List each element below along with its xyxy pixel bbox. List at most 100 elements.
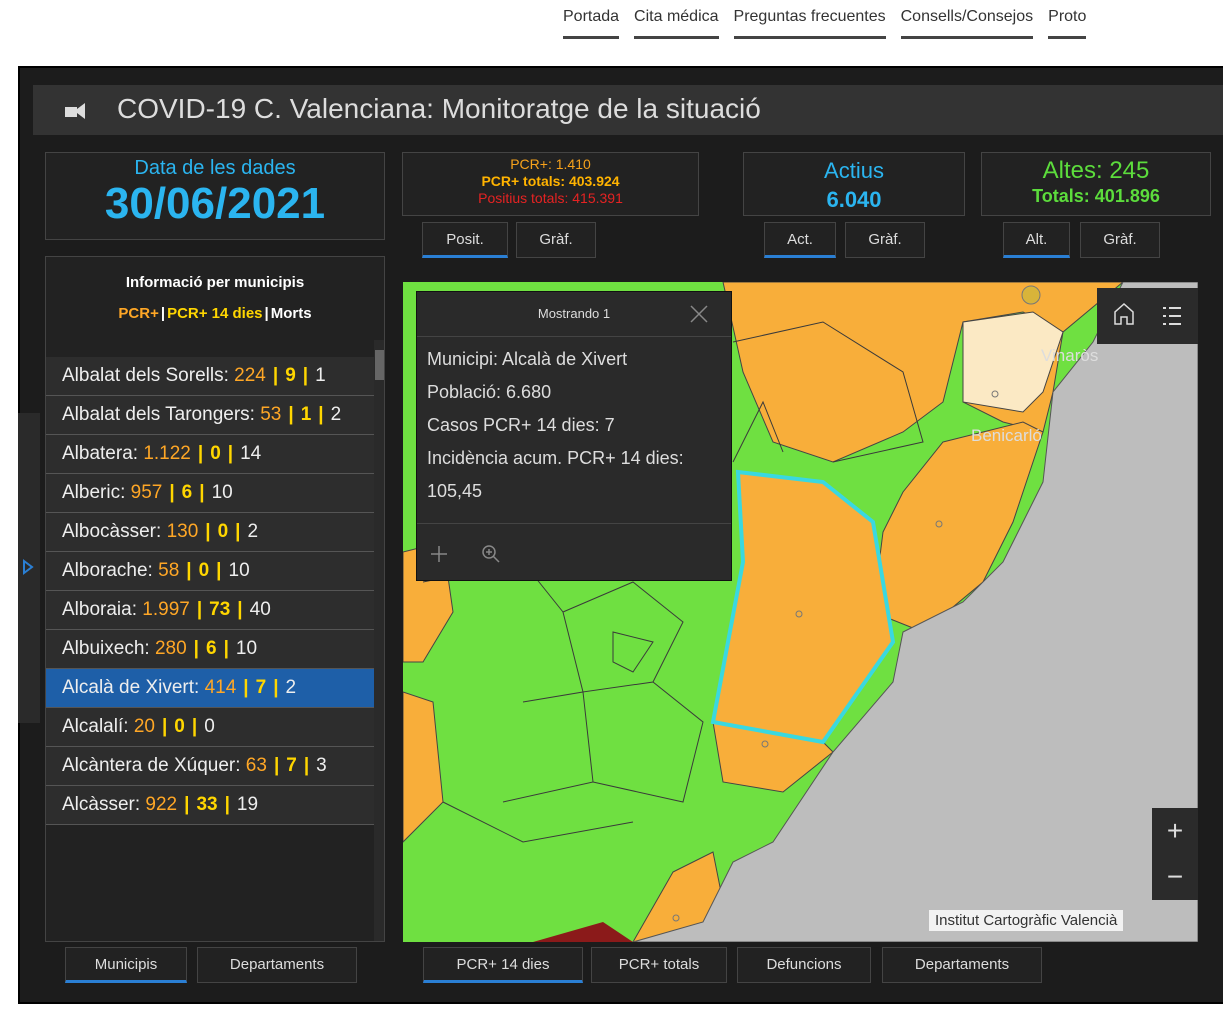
popup-line: Població: 6.680 (427, 382, 552, 402)
municipis-panel: Informació per municipis PCR+ | PCR+ 14 di… (45, 256, 385, 942)
separator: | (197, 443, 204, 464)
popup-line: Incidència acum. PCR+ 14 dies: 105,45 (427, 448, 684, 501)
separator: | (223, 638, 229, 659)
separator: | (264, 305, 269, 322)
legend-item: PCR+ (118, 305, 159, 322)
place-label: Benicarló (971, 426, 1042, 445)
pcr: PCR+: 1.410 (510, 156, 591, 172)
separator: | (227, 443, 234, 464)
nav-link[interactable]: Portada (563, 8, 620, 39)
side-toggle[interactable] (18, 413, 40, 723)
tab[interactable]: Municipis (65, 947, 187, 983)
municipi-item[interactable]: Albuixech: 280 | 6 | 10 (46, 630, 374, 669)
popup-body: Municipi: Alcalà de Xivert Població: 6.68… (417, 337, 731, 523)
separator: | (243, 677, 249, 698)
municipi-list: Albalat dels Sorells: 224 | 9 | 1 Albalat del… (46, 357, 374, 825)
municipi-item[interactable]: Alcalalí: 20 | 0 | 0 (46, 708, 374, 747)
pcr14-value: 0 (210, 443, 221, 464)
pcr-totals: PCR+ totals: 403.924 (481, 173, 620, 189)
morts-value: 3 (316, 755, 327, 776)
pcr14-value: 6 (205, 638, 217, 659)
tab[interactable]: PCR+ totals (591, 947, 727, 983)
date-value: 30/06/2021 (104, 179, 326, 228)
pcr-value: 414 (204, 677, 237, 698)
separator: | (216, 560, 222, 581)
separator: | (184, 794, 190, 815)
pcr14-value: 6 (181, 482, 193, 503)
municipi-item[interactable]: Albocàsser: 130 | 0 | 2 (46, 513, 374, 552)
place-label: Vinaròs (1041, 346, 1099, 365)
municipi-item[interactable]: Alboraia: 1.997 | 73 | 40 (46, 591, 374, 630)
separator: | (205, 521, 211, 542)
tab[interactable]: PCR+ 14 dies (423, 947, 583, 983)
pcr-value: 280 (154, 638, 187, 659)
municipi-item[interactable]: Alcàsser: 922 | 33 | 19 (46, 786, 374, 825)
municipi-name: Albocàsser: (62, 521, 162, 542)
altes-label: Altes: 245 (1042, 157, 1150, 184)
zoom-out[interactable]: − (1166, 861, 1184, 892)
municipi-item[interactable]: Albalat dels Sorells: 224 | 9 | 1 (46, 357, 374, 396)
pcr-value: 20 (133, 716, 155, 737)
tab[interactable]: Gràf. (516, 222, 596, 258)
tab[interactable]: Alt. (1003, 222, 1070, 258)
nav-link[interactable]: Cita médica (634, 8, 719, 39)
morts-value: 14 (240, 443, 262, 464)
tab[interactable]: Departaments (882, 947, 1042, 983)
title-bar: COVID-19 C. Valenciana: Monitoratge de l… (33, 85, 1223, 135)
pcr14-value: 7 (286, 755, 297, 776)
popup-title: Mostrando 1 (417, 292, 731, 337)
municipi-item[interactable]: Albalat dels Tarongers: 53 | 1 | 2 (46, 396, 374, 435)
actius-panel: Actius 6.040 (743, 152, 965, 216)
tab[interactable]: Gràf. (1080, 222, 1160, 258)
separator: | (169, 482, 175, 503)
separator: | (196, 599, 203, 620)
municipi-item[interactable]: Albatera: 1.122 | 0 | 14 (46, 435, 374, 474)
separator: | (160, 305, 166, 322)
morts-value: 2 (247, 521, 259, 542)
separator: | (161, 716, 168, 737)
arrow-icon (23, 559, 34, 575)
municipi-item[interactable]: Alcàntera de Xúquer: 63 | 7 | 3 (46, 747, 374, 786)
municipi-name: Alcàntera de Xúquer: (62, 755, 241, 776)
pcr14-value: 0 (174, 716, 185, 737)
popup-line: Municipi: Alcalà de Xivert (427, 349, 628, 369)
tab[interactable]: Act. (764, 222, 836, 258)
pcr-value: 130 (166, 521, 199, 542)
scrollbar (374, 340, 384, 941)
pcr-value: 957 (130, 482, 163, 503)
separator: | (199, 482, 205, 503)
zoom-in[interactable]: + (1166, 815, 1184, 846)
date-panel: Data de les dades 30/06/2021 (45, 152, 385, 240)
logo-icon (65, 103, 85, 119)
actius-value: 6.040 (826, 187, 882, 212)
altes-totals: Totals: 401.896 (1032, 186, 1160, 206)
pcr-value: 224 (234, 365, 266, 386)
pcr14-value: 73 (209, 599, 231, 620)
popup-tools[interactable] (417, 524, 517, 584)
morts-value: 10 (228, 560, 250, 581)
municipi-name: Alboraia: (62, 599, 137, 620)
tab[interactable]: Defuncions (737, 947, 871, 983)
tab[interactable]: Posit. (422, 222, 508, 258)
map-tools[interactable] (1097, 288, 1198, 344)
nav-link[interactable]: Consells/Consejos (900, 8, 1034, 39)
popup-footer (417, 523, 731, 584)
morts-value: 2 (285, 677, 297, 698)
morts-value: 1 (315, 365, 326, 386)
close-icon[interactable] (689, 304, 709, 324)
tab[interactable]: Gràf. (845, 222, 925, 258)
nav-link[interactable]: Preguntas frecuentes (733, 8, 886, 39)
municipi-item[interactable]: Alborache: 58 | 0 | 10 (46, 552, 374, 591)
tab[interactable]: Departaments (197, 947, 357, 983)
separator: | (288, 404, 294, 425)
municipi-name: Alcalalí: (62, 716, 129, 737)
nav-link[interactable]: Proto (1048, 8, 1087, 39)
municipi-item[interactable]: Alberic: 957 | 6 | 10 (46, 474, 374, 513)
actius-label: Actius (824, 158, 884, 183)
pcr-value: 58 (158, 560, 180, 581)
pcr14-value: 33 (196, 794, 218, 815)
separator: | (191, 716, 198, 737)
municipi-item[interactable]: Alcalà de Xivert: 414 | 7 | 2 (46, 669, 374, 708)
pcr-panel: PCR+: 1.410 PCR+ totals: 403.924 Positiu… (402, 152, 699, 216)
